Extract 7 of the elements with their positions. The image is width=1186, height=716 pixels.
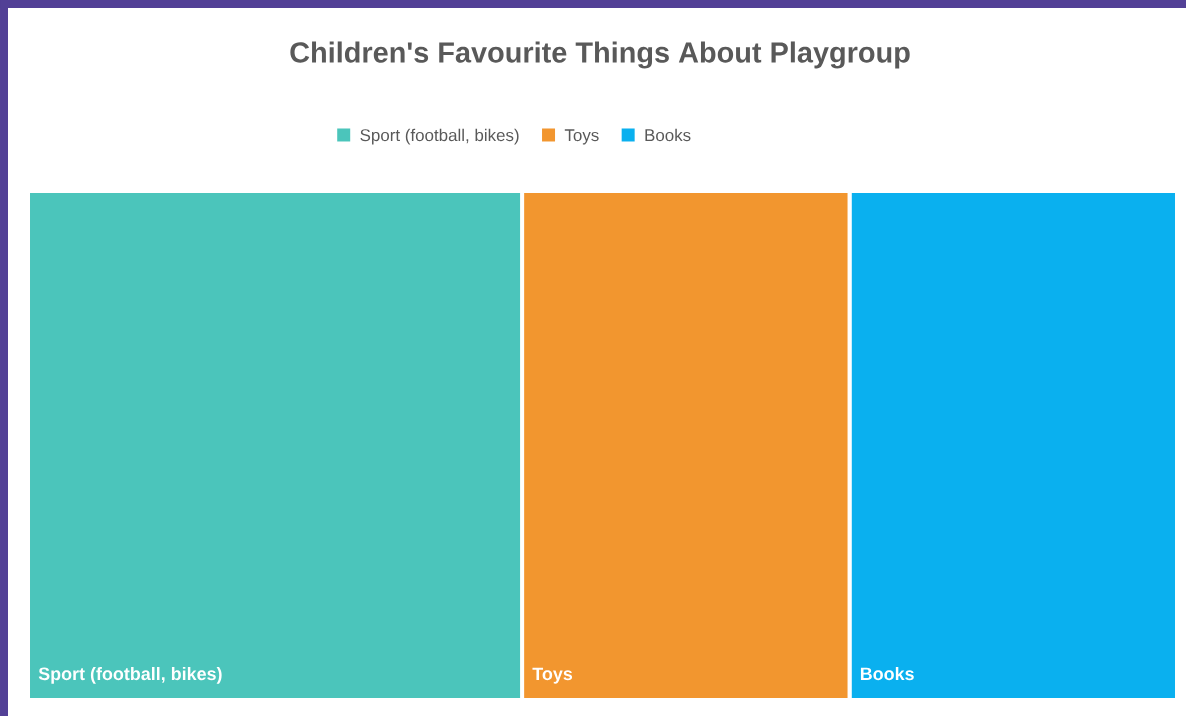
text: Toys [532,667,573,684]
text: Books [860,666,914,681]
chart-title: Children's Favourite Things About Playgroup [290,41,910,69]
legend-label: Toys [564,129,599,145]
text: Sport (football, bikes) [360,128,519,145]
series-label: Sport (football, bikes) [38,666,222,684]
legend-label: Books [645,128,691,142]
